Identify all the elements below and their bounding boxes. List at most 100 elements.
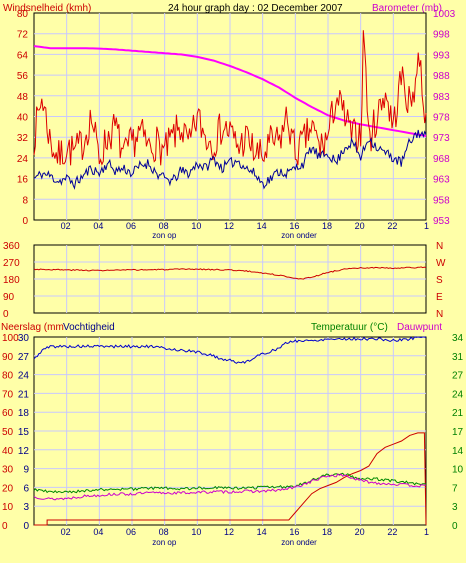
sunset-label: zon onder bbox=[281, 231, 317, 240]
wind-y-tick: 80 bbox=[17, 9, 29, 20]
x-tick-label: 08 bbox=[159, 221, 169, 231]
rain-y-tick: 30 bbox=[2, 465, 14, 476]
rain-y-tick: 20 bbox=[2, 483, 14, 494]
humidity-y-tick: 30 bbox=[18, 333, 30, 344]
sunset-label: zon onder bbox=[281, 538, 317, 547]
temperature-axis-title: Temperatuur (°C) bbox=[311, 322, 388, 333]
humidity-y-tick: 24 bbox=[18, 371, 30, 382]
humidity-y-tick: 15 bbox=[18, 427, 30, 438]
rain-y-tick: 0 bbox=[2, 521, 8, 532]
wind-y-tick: 48 bbox=[17, 92, 29, 103]
humidity-y-tick: 21 bbox=[18, 389, 30, 400]
wind-y-tick: 72 bbox=[17, 30, 29, 41]
wind-y-tick: 16 bbox=[17, 175, 29, 186]
x-tick-label: 06 bbox=[126, 527, 136, 537]
humidity-y-tick: 9 bbox=[23, 465, 29, 476]
rain-y-tick: 70 bbox=[2, 389, 14, 400]
x-tick-label: 14 bbox=[257, 221, 267, 231]
x-tick-label: 18 bbox=[322, 221, 332, 231]
wind-average-line bbox=[33, 129, 427, 190]
wind-y-tick: 64 bbox=[17, 50, 29, 61]
wind-y-tick: 24 bbox=[17, 154, 29, 165]
barometer-y-tick: 968 bbox=[433, 154, 450, 165]
compass-tick: E bbox=[436, 292, 443, 303]
barometer-line bbox=[33, 45, 427, 137]
rain-y-tick: 80 bbox=[2, 371, 14, 382]
barometer-y-tick: 978 bbox=[433, 113, 450, 124]
barometer-y-tick: 1003 bbox=[433, 9, 456, 20]
rain-y-tick: 60 bbox=[2, 408, 14, 419]
x-tick-label: 20 bbox=[355, 527, 365, 537]
wind-y-tick: 0 bbox=[22, 216, 28, 227]
direction-y-tick: 90 bbox=[3, 292, 15, 303]
rain-y-tick: 100 bbox=[2, 333, 19, 344]
x-tick-label: 02 bbox=[61, 221, 71, 231]
humidity-y-tick: 18 bbox=[18, 408, 30, 419]
sunrise-label: zon op bbox=[152, 231, 177, 240]
x-tick-label: 16 bbox=[289, 221, 299, 231]
wind-axis-title: Windsnelheid (kmh) bbox=[3, 3, 91, 14]
x-tick-label: 18 bbox=[322, 527, 332, 537]
x-tick-label: 02 bbox=[61, 527, 71, 537]
wind-gust-line bbox=[33, 30, 427, 166]
temperature-y-tick: 17 bbox=[452, 427, 464, 438]
humidity-y-tick: 6 bbox=[23, 483, 29, 494]
x-tick-label: 16 bbox=[289, 527, 299, 537]
x-tick-label: 08 bbox=[159, 527, 169, 537]
wind-y-tick: 32 bbox=[17, 133, 29, 144]
compass-tick: W bbox=[436, 258, 446, 269]
barometer-y-tick: 993 bbox=[433, 50, 450, 61]
compass-tick: N bbox=[436, 309, 443, 320]
rain-y-tick: 10 bbox=[2, 502, 14, 513]
temperature-y-tick: 0 bbox=[452, 521, 458, 532]
temperature-y-tick: 34 bbox=[452, 333, 464, 344]
compass-tick: N bbox=[436, 241, 443, 252]
x-tick-label: 1 bbox=[424, 527, 429, 537]
rain-y-tick: 40 bbox=[2, 446, 14, 457]
temperature-y-tick: 31 bbox=[452, 352, 464, 363]
wind-direction-line bbox=[33, 266, 427, 280]
barometer-y-tick: 998 bbox=[433, 30, 450, 41]
wind-y-tick: 40 bbox=[17, 113, 29, 124]
barometer-y-tick: 953 bbox=[433, 216, 450, 227]
barometer-y-tick: 963 bbox=[433, 175, 450, 186]
barometer-axis-title: Barometer (mb) bbox=[372, 3, 442, 14]
temperature-y-tick: 7 bbox=[452, 483, 458, 494]
temperature-y-tick: 24 bbox=[452, 389, 464, 400]
x-tick-label: 22 bbox=[387, 527, 397, 537]
temperature-y-tick: 21 bbox=[452, 408, 464, 419]
wind-y-tick: 8 bbox=[22, 195, 28, 206]
humidity-line bbox=[33, 336, 427, 364]
x-tick-label: 12 bbox=[224, 221, 234, 231]
temperature-y-tick: 3 bbox=[452, 502, 458, 513]
x-tick-label: 14 bbox=[257, 527, 267, 537]
humidity-y-tick: 27 bbox=[18, 352, 30, 363]
barometer-y-tick: 988 bbox=[433, 71, 450, 82]
compass-tick: S bbox=[436, 275, 443, 286]
dewpoint-line bbox=[33, 473, 427, 501]
x-tick-label: 20 bbox=[355, 221, 365, 231]
direction-y-tick: 180 bbox=[3, 275, 20, 286]
temperature-y-tick: 14 bbox=[452, 446, 464, 457]
x-tick-label: 22 bbox=[387, 221, 397, 231]
humidity-axis-title: Vochtigheid bbox=[63, 322, 115, 333]
wind-y-tick: 56 bbox=[17, 71, 29, 82]
x-tick-label: 04 bbox=[93, 221, 103, 231]
dewpoint-axis-title: Dauwpunt bbox=[397, 322, 442, 333]
barometer-y-tick: 973 bbox=[433, 133, 450, 144]
x-tick-label: 10 bbox=[191, 527, 201, 537]
temperature-y-tick: 27 bbox=[452, 371, 464, 382]
direction-y-tick: 0 bbox=[3, 309, 9, 320]
x-tick-label: 12 bbox=[224, 527, 234, 537]
x-tick-label: 04 bbox=[93, 527, 103, 537]
barometer-y-tick: 958 bbox=[433, 195, 450, 206]
direction-y-tick: 360 bbox=[3, 241, 20, 252]
x-tick-label: 1 bbox=[424, 221, 429, 231]
rain-y-tick: 90 bbox=[2, 352, 14, 363]
chart-title: 24 hour graph day : 02 December 2007 bbox=[168, 3, 343, 14]
direction-y-tick: 270 bbox=[3, 258, 20, 269]
rain-line bbox=[34, 432, 427, 526]
